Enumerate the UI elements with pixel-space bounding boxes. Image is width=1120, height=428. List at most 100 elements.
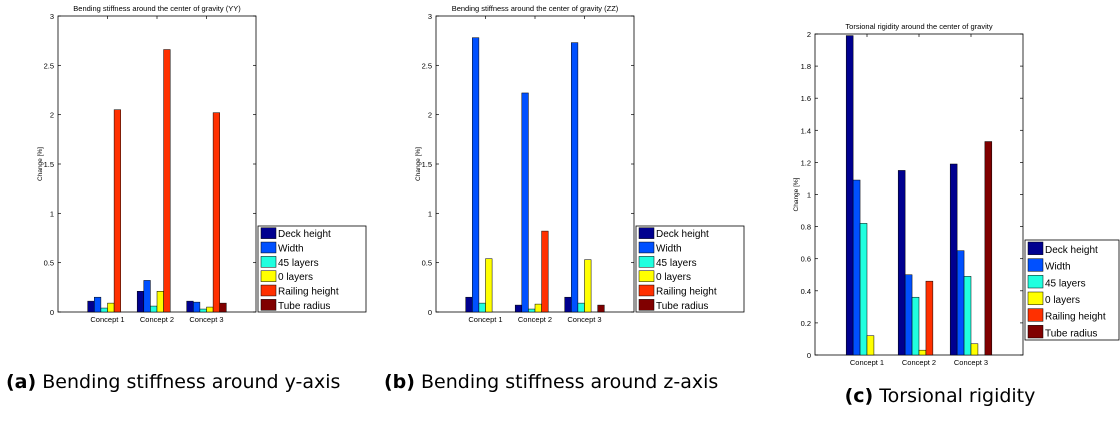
bar-tube-radius-concept-3 [984,141,993,356]
y-tick-label: 2.5 [422,61,432,70]
legend-swatch-45-layers [638,256,655,268]
x-tick-label: Concept 2 [518,315,552,324]
bar-deck-height-concept-3 [949,163,958,356]
bar-deck-height-concept-3 [564,296,572,313]
bar-45-layers-concept-3 [577,302,585,313]
x-tick-label: Concept 2 [902,358,936,367]
bar-tube-radius-concept-3 [219,302,227,313]
legend-swatch-tube-radius [638,299,655,311]
bar-width-concept-2 [143,280,151,313]
legend-box [257,225,367,313]
caption-b-text: Bending stiffness around z-axis [421,371,719,393]
legend-swatch-45-layers [260,256,277,268]
legend-swatch-width [638,241,655,254]
x-tick-label: Concept 3 [567,315,601,324]
y-tick-label: 1 [50,209,54,218]
bar-0-layers-concept-1 [107,302,115,313]
bar-width-concept-1 [94,296,102,313]
legend-label-width: Width [278,244,304,255]
x-tick-label: Concept 3 [189,315,223,324]
y-tick-label: 0.8 [801,223,811,232]
legend-swatch-railing-height [638,284,655,297]
bar-0-layers-concept-3 [970,343,979,356]
bar-railing-height-concept-2 [163,49,171,313]
x-tick-label: Concept 1 [90,315,124,324]
y-tick-label: 2 [50,111,54,120]
bar-45-layers-concept-1 [478,302,486,313]
legend-label-0-layers: 0 layers [1045,295,1080,306]
legend-swatch-width [1027,258,1044,272]
legend: Deck height Width 45 layers 0 layers Railing… [257,225,367,313]
legend-swatch-width [260,241,277,254]
y-tick-label: 2 [428,111,432,120]
bar-deck-height-concept-1 [87,300,95,313]
legend: Deck height Width 45 layers 0 layers Railing… [635,225,745,313]
chart-bending-yy: Bending stiffness around the center of g… [37,4,367,324]
bar-0-layers-concept-2 [534,303,542,313]
bar-45-layers-concept-3 [199,308,207,313]
y-axis-label: Change [%] [37,147,44,181]
chart-title: Bending stiffness around the center of g… [452,4,619,13]
legend-swatch-deck-height [1027,241,1044,255]
bar-width-concept-2 [904,274,913,356]
y-axis-label: Change [%] [415,147,422,181]
y-tick-label: 1.2 [801,158,811,167]
bar-45-layers-concept-1 [100,307,108,313]
bar-deck-height-concept-2 [897,170,906,356]
legend-label-railing-height: Railing height [1045,312,1106,323]
legend-swatch-0-layers [638,270,655,282]
legend-swatch-railing-height [1027,308,1044,322]
bar-45-layers-concept-2 [150,305,158,313]
legend-swatch-railing-height [260,284,277,297]
legend-swatch-deck-height [260,227,277,239]
legend: Deck height Width 45 layers 0 layers Railing… [1024,239,1120,341]
y-tick-label: 1.8 [801,62,811,71]
caption-c-text: Torsional rigidity [879,385,1036,407]
bar-railing-height-concept-2 [541,230,549,313]
chart-title: Bending stiffness around the center of g… [73,4,241,13]
bar-45-layers-concept-2 [911,296,920,356]
bar-0-layers-concept-2 [156,291,164,313]
legend-label-45-layers: 45 layers [656,258,697,269]
y-tick-label: 0.5 [422,259,432,268]
legend-label-width: Width [656,244,682,255]
y-tick-label: 1 [807,191,811,200]
caption-a-label: (a) [6,371,37,393]
bar-0-layers-concept-3 [206,306,214,313]
plot-area [435,15,635,313]
legend-label-45-layers: 45 layers [278,258,319,269]
bar-deck-height-concept-1 [465,296,473,313]
y-axis-label: Change [%] [793,177,800,211]
y-tick-label: 0 [807,351,811,360]
bar-width-concept-3 [956,250,965,356]
legend-label-railing-height: Railing height [278,287,339,298]
legend-label-deck-height: Deck height [656,229,709,240]
legend-swatch-0-layers [260,270,277,282]
x-tick-label: Concept 1 [850,358,884,367]
bar-railing-height-concept-1 [113,109,121,313]
legend-label-deck-height: Deck height [1045,245,1098,256]
y-tick-label: 1.4 [801,126,811,135]
bar-0-layers-concept-1 [485,258,493,313]
legend-swatch-deck-height [638,227,655,239]
bar-railing-height-concept-3 [212,112,220,313]
bar-width-concept-1 [472,37,480,313]
bar-deck-height-concept-2 [136,291,145,313]
y-tick-label: 2 [807,30,811,39]
bar-deck-height-concept-3 [186,300,194,313]
legend-label-0-layers: 0 layers [656,272,691,283]
bar-width-concept-2 [521,92,529,313]
caption-b-label: (b) [384,371,415,393]
y-tick-label: 1.5 [44,160,54,169]
legend-label-0-layers: 0 layers [278,272,313,283]
caption-a: (a) Bending stiffness around y-axis [6,370,382,394]
legend-label-tube-radius: Tube radius [656,301,708,312]
legend-label-tube-radius: Tube radius [278,301,330,312]
legend-label-tube-radius: Tube radius [1045,328,1097,339]
bar-width-concept-3 [571,42,579,313]
legend-swatch-0-layers [1027,291,1044,305]
legend-box [635,225,745,313]
bar-0-layers-concept-2 [918,349,927,356]
caption-a-text: Bending stiffness around y-axis [42,371,341,393]
bar-0-layers-concept-1 [866,335,875,356]
